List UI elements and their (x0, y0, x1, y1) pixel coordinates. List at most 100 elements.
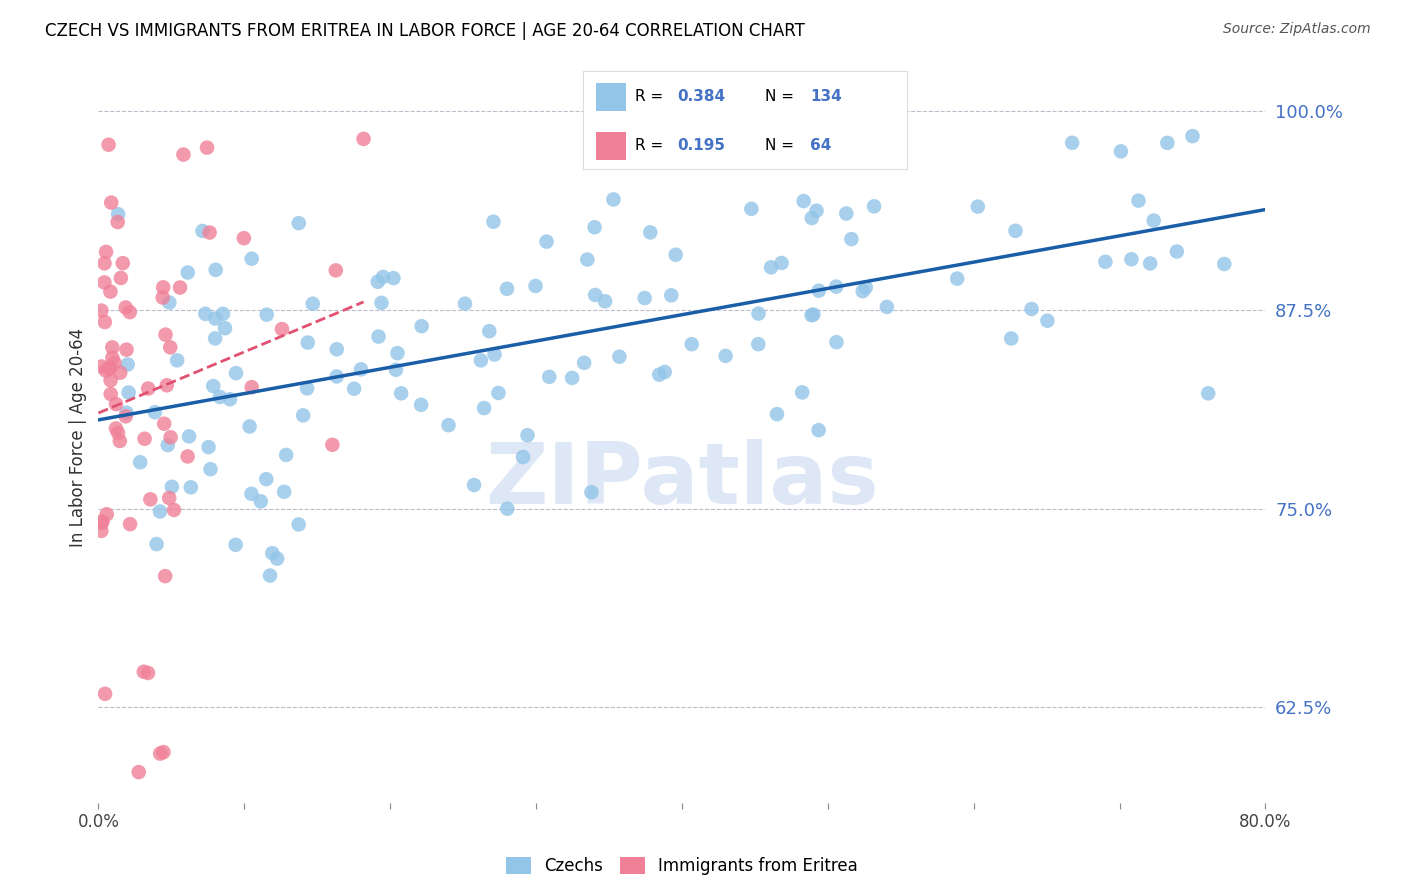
Point (115, 406, 138, 420)
Point (876, 300, 898, 314)
Point (114, 301, 136, 315)
Point (855, 280, 877, 294)
Point (94, 315, 117, 329)
Point (139, 492, 162, 507)
Point (593, 294, 616, 309)
Point (1062, 136, 1084, 150)
Point (94, 687, 117, 701)
Point (214, 321, 236, 335)
Point (714, 349, 737, 363)
Point (249, 494, 271, 508)
Point (115, 343, 138, 357)
Text: CZECH VS IMMIGRANTS FROM ERITREA IN LABOR FORCE | AGE 20-64 CORRELATION CHART: CZECH VS IMMIGRANTS FROM ERITREA IN LABO… (45, 22, 804, 40)
Point (463, 478, 485, 492)
Point (648, 368, 671, 382)
Point (1004, 224, 1026, 238)
Point (90, 303, 112, 318)
Point (370, 296, 392, 310)
Point (136, 665, 159, 680)
Point (825, 279, 848, 293)
Point (1094, 254, 1116, 268)
Point (225, 366, 247, 380)
Point (1036, 314, 1059, 328)
Point (496, 282, 519, 296)
Point (496, 501, 519, 516)
Point (94, 244, 117, 259)
Point (1021, 301, 1043, 316)
Point (472, 401, 495, 415)
Point (482, 215, 505, 229)
Text: 64: 64 (810, 138, 831, 153)
Point (273, 484, 295, 499)
Point (389, 386, 412, 401)
Point (153, 569, 176, 583)
Text: 0.384: 0.384 (678, 89, 725, 103)
Point (152, 280, 174, 294)
Point (177, 265, 200, 279)
Point (256, 308, 278, 322)
Point (747, 337, 769, 351)
Point (169, 280, 191, 294)
Point (1109, 145, 1132, 159)
Point (654, 365, 676, 379)
Point (107, 215, 129, 229)
Point (195, 140, 218, 154)
Point (841, 232, 863, 246)
Point (946, 271, 969, 285)
Point (117, 358, 139, 372)
Point (152, 745, 174, 759)
Text: R =: R = (636, 89, 668, 103)
Point (747, 307, 769, 321)
Point (240, 252, 263, 266)
Point (177, 429, 200, 443)
Point (160, 480, 183, 494)
Point (101, 340, 124, 354)
Point (800, 308, 823, 322)
Point (321, 438, 343, 452)
Point (353, 132, 375, 146)
Point (191, 224, 214, 238)
Text: ZIPatlas: ZIPatlas (485, 440, 879, 523)
Point (516, 428, 538, 442)
Point (524, 279, 547, 293)
Point (583, 288, 606, 302)
Point (800, 211, 823, 225)
Point (98, 360, 121, 375)
Point (825, 335, 848, 350)
Point (276, 448, 298, 462)
Point (538, 369, 561, 384)
Point (219, 392, 242, 407)
Point (634, 291, 657, 305)
Point (262, 546, 284, 560)
Point (149, 504, 172, 518)
Point (101, 351, 124, 365)
Point (536, 235, 558, 249)
Point (1197, 386, 1219, 401)
Point (103, 356, 125, 370)
Point (454, 296, 477, 310)
Point (198, 226, 221, 240)
Point (287, 517, 309, 532)
Point (180, 480, 202, 494)
Point (212, 307, 235, 321)
Point (1213, 257, 1236, 271)
FancyBboxPatch shape (596, 83, 626, 111)
Point (271, 322, 294, 336)
Point (1000, 331, 1022, 345)
Point (806, 203, 828, 218)
Point (156, 378, 179, 392)
Point (1143, 213, 1166, 227)
Point (385, 363, 408, 377)
Point (108, 366, 131, 380)
Point (382, 271, 405, 285)
Point (326, 343, 349, 357)
Point (266, 551, 288, 566)
Point (120, 517, 142, 532)
FancyBboxPatch shape (596, 132, 626, 160)
Point (411, 319, 433, 334)
Text: Source: ZipAtlas.com: Source: ZipAtlas.com (1223, 22, 1371, 37)
Point (350, 362, 373, 376)
Point (387, 346, 409, 360)
Point (153, 417, 176, 431)
Text: R =: R = (636, 138, 668, 153)
